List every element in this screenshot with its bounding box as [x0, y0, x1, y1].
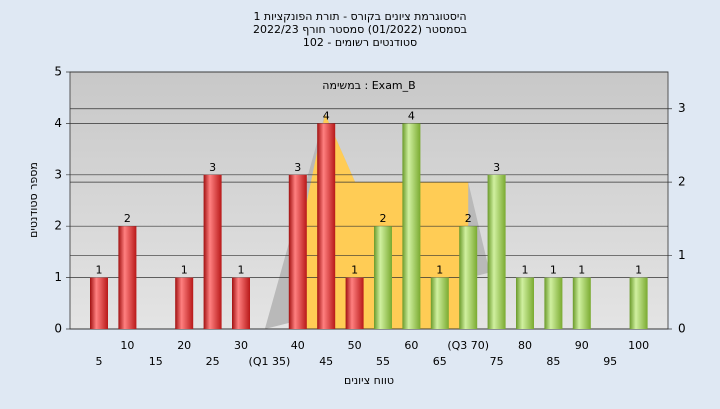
y2-tick-label: 1 — [678, 248, 686, 262]
bar-value-label: 3 — [209, 161, 216, 174]
x-tick-label: 45 — [319, 355, 333, 368]
x-tick-label: 75 — [490, 355, 504, 368]
bar — [175, 277, 194, 329]
bar-value-label: 1 — [351, 264, 358, 277]
bar — [288, 174, 307, 329]
bar — [90, 277, 108, 329]
bar-value-label: 1 — [238, 264, 245, 277]
x-tick-label: 5 — [96, 355, 103, 368]
bar — [629, 277, 648, 329]
bar-value-label: 1 — [550, 264, 557, 277]
bar-value-label: 3 — [493, 161, 500, 174]
bar-value-label: 1 — [96, 264, 103, 277]
y-axis-label: מספר סטודנטים — [27, 162, 40, 238]
y2-tick-label: 3 — [678, 101, 686, 115]
x-tick-label: 65 — [433, 355, 447, 368]
x-tick-label: 55 — [376, 355, 390, 368]
x-tick-label: 20 — [177, 339, 191, 352]
x-tick-label: 60 — [404, 339, 418, 352]
x-tick-label: 25 — [206, 355, 220, 368]
x-tick-label: 90 — [575, 339, 589, 352]
bar — [430, 277, 449, 329]
x-axis-label: טווח ציונים — [344, 374, 394, 387]
x-tick-label: 30 — [234, 339, 248, 352]
y2-tick-label: 0 — [678, 322, 686, 336]
bar-value-label: 2 — [380, 212, 387, 225]
bar-value-label: 1 — [522, 264, 529, 277]
bar — [203, 174, 222, 329]
bar — [572, 277, 591, 329]
bar — [544, 277, 563, 329]
y-tick-label: 2 — [54, 219, 62, 233]
chart-title: סטודנטים רשומים - 102 — [303, 36, 417, 49]
y-tick-label: 3 — [54, 167, 62, 181]
chart-title: היסטוגרמת ציונים בקורס - תורת הפונקציות … — [253, 10, 466, 23]
bar-value-label: 1 — [635, 264, 642, 277]
x-tick-label: 85 — [546, 355, 560, 368]
bar-value-label: 1 — [578, 264, 585, 277]
x-tick-label: (Q3 70) — [447, 339, 489, 352]
bar-value-label: 1 — [436, 264, 443, 277]
y-tick-label: 0 — [54, 322, 62, 336]
bar — [232, 277, 250, 329]
bar — [487, 174, 506, 329]
bar — [459, 226, 478, 329]
bar-value-label: 4 — [408, 109, 415, 122]
x-tick-label: 50 — [348, 339, 362, 352]
y-tick-label: 1 — [54, 270, 62, 284]
bar — [402, 123, 421, 330]
x-tick-label: 80 — [518, 339, 532, 352]
bar — [374, 226, 392, 329]
x-tick-label: 10 — [120, 339, 134, 352]
chart-title: בסמסטר (01/2022) סמסטר חורף 2022/23 — [253, 23, 467, 36]
distribution-area — [306, 113, 469, 330]
y-tick-label: 5 — [54, 65, 62, 79]
x-tick-label: 15 — [149, 355, 163, 368]
x-tick-label: (Q1 35) — [249, 355, 291, 368]
bar-value-label: 3 — [294, 161, 301, 174]
chart-subtitle: במשימה : Exam_B — [322, 79, 415, 92]
bar-value-label: 2 — [124, 212, 131, 225]
x-tick-label: 100 — [628, 339, 649, 352]
y-tick-label: 4 — [54, 116, 62, 130]
bar — [345, 277, 364, 329]
bar-value-label: 2 — [465, 212, 472, 225]
y2-tick-label: 2 — [678, 175, 686, 189]
bar-value-label: 1 — [181, 264, 188, 277]
x-tick-label: 40 — [291, 339, 305, 352]
x-tick-label: 95 — [603, 355, 617, 368]
bar — [118, 226, 137, 329]
bar-value-label: 4 — [323, 109, 330, 122]
bar — [516, 277, 534, 329]
bar — [317, 123, 336, 330]
